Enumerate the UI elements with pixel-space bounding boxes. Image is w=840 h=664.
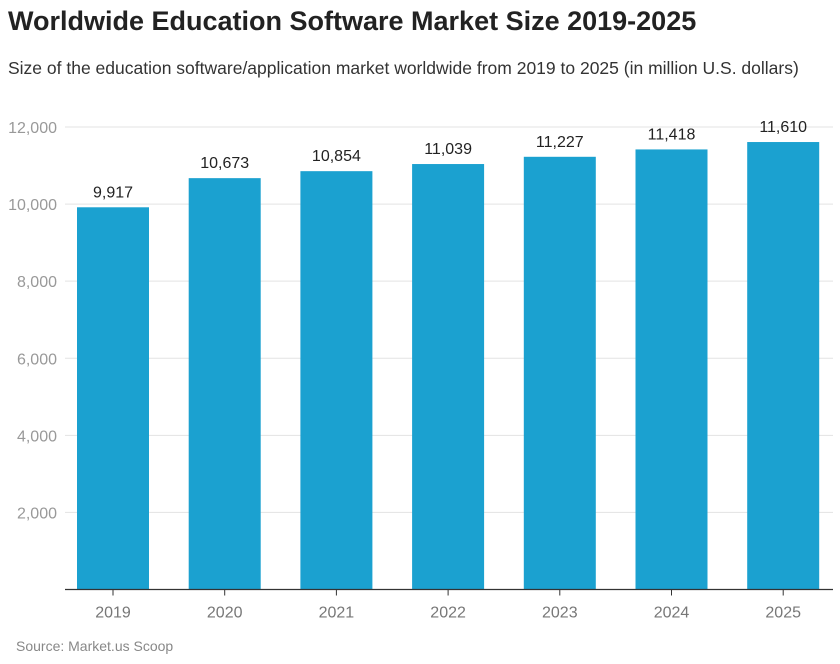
bar-2019: [77, 207, 149, 590]
data-label: 10,854: [312, 148, 361, 165]
bar-2022: [412, 164, 485, 590]
bar-2021: [300, 171, 373, 590]
data-label: 11,039: [424, 141, 472, 158]
x-tick-label: 2020: [207, 605, 243, 622]
y-tick-label: 10,000: [8, 197, 57, 214]
bar-2024: [635, 149, 708, 590]
y-tick-label: 4,000: [17, 428, 57, 445]
x-tick-label: 2022: [430, 605, 466, 622]
chart-subtitle: Size of the education software/applicati…: [8, 58, 799, 78]
bar-2023: [523, 156, 596, 590]
x-tick-label: 2021: [319, 605, 355, 622]
bar-2020: [188, 178, 261, 590]
data-label: 9,917: [93, 184, 133, 201]
data-label: 11,227: [536, 134, 584, 151]
bar-2025: [747, 142, 820, 590]
y-tick-label: 8,000: [17, 274, 57, 291]
source-note: Source: Market.us Scoop: [16, 638, 174, 654]
chart-title: Worldwide Education Software Market Size…: [8, 6, 697, 36]
y-tick-label: 2,000: [17, 505, 57, 522]
x-tick-label: 2019: [95, 605, 131, 622]
y-tick-label: 12,000: [8, 120, 57, 137]
data-label: 10,673: [200, 155, 249, 172]
x-tick-label: 2024: [654, 605, 690, 622]
x-tick-label: 2025: [765, 605, 801, 622]
x-tick-label: 2023: [542, 605, 578, 622]
data-label: 11,610: [759, 119, 807, 136]
data-label: 11,418: [648, 126, 696, 143]
y-tick-label: 6,000: [17, 351, 57, 368]
